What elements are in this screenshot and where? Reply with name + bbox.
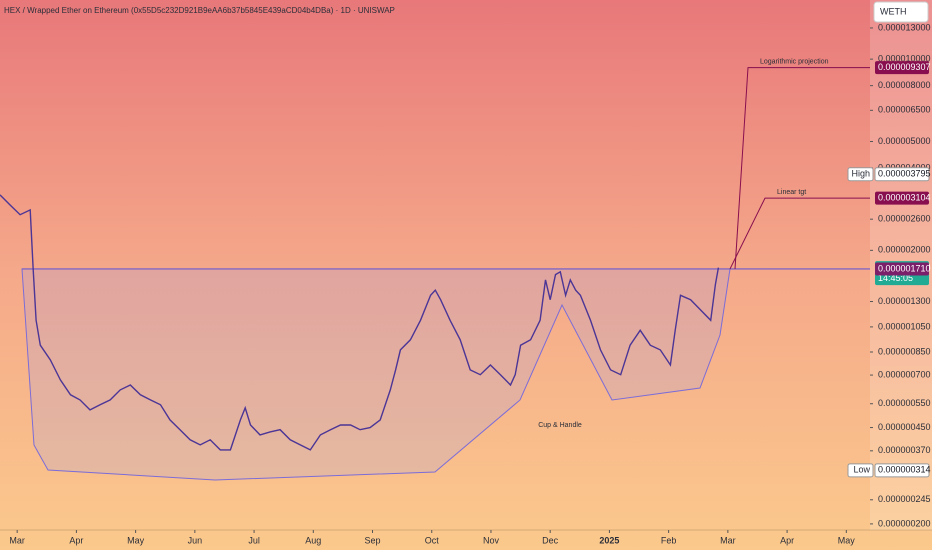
price-label-name: High xyxy=(851,169,870,179)
y-tick-label: 0.000000200 xyxy=(878,518,931,528)
x-tick-label: Apr xyxy=(780,535,794,545)
y-tick-label: 0.000013000 xyxy=(878,22,931,32)
y-tick-label: 0.000000370 xyxy=(878,445,931,455)
x-tick-label: Dec xyxy=(542,535,559,545)
x-tick-label: Sep xyxy=(365,535,381,545)
x-tick-label: Mar xyxy=(720,535,736,545)
price-label: 0.000009307 xyxy=(878,62,931,72)
y-tick-label: 0.000010000 xyxy=(878,54,931,64)
projection-line xyxy=(734,67,870,269)
annotation: Logarithmic projection xyxy=(760,59,829,66)
x-tick-label: Jun xyxy=(188,535,203,545)
price-label-box xyxy=(875,191,929,205)
y-tick-label: 0.000006500 xyxy=(878,105,931,115)
price-label: 0.000000314 xyxy=(878,465,931,475)
x-tick-label: Oct xyxy=(425,535,440,545)
y-tick-label: 0.000001300 xyxy=(878,296,931,306)
y-tick-label: 0.000008000 xyxy=(878,80,931,90)
price-label-name-box xyxy=(847,167,874,182)
price-line xyxy=(0,194,720,451)
price-label: 0.000003104 xyxy=(878,192,931,202)
y-tick-label: 0.000000700 xyxy=(878,369,931,379)
cup-handle-pattern xyxy=(21,268,731,481)
y-tick-label: 0.000000850 xyxy=(878,346,931,356)
y-tick-label: 0.000001050 xyxy=(878,321,931,331)
x-tick-label: Mar xyxy=(9,535,25,545)
price-label: 0.000003795 xyxy=(878,169,931,179)
x-tick-label: Nov xyxy=(483,535,500,545)
annotation: Linear tgt xyxy=(777,189,806,196)
y-tick-label: 0.000000450 xyxy=(878,422,931,432)
x-tick-label: Feb xyxy=(661,535,677,545)
x-tick-label: Aug xyxy=(305,535,321,545)
currency-button[interactable] xyxy=(873,1,929,23)
price-label-name-box xyxy=(847,463,874,478)
annotation: Cup & Handle xyxy=(538,422,582,429)
currency[interactable]: WETH xyxy=(880,6,907,16)
price-label-box xyxy=(874,167,930,182)
y-tick-label: 0.000002000 xyxy=(878,245,931,255)
x-tick-label: May xyxy=(127,535,145,545)
price-label-box xyxy=(874,463,930,478)
price-label-name: Low xyxy=(853,465,870,475)
y-tick-label: 0.000005000 xyxy=(878,136,931,146)
chart-title: HEX / Wrapped Ether on Ethereum (0x55D5c… xyxy=(4,6,395,15)
y-tick-label: 0.000000245 xyxy=(878,494,931,504)
price-label-box xyxy=(875,61,929,75)
x-tick-label: Jul xyxy=(248,535,260,545)
x-tick-label: May xyxy=(838,535,856,545)
countdown: 14:45:05 xyxy=(878,273,913,283)
projection-line xyxy=(729,197,870,270)
x-tick-label: 2025 xyxy=(599,535,619,545)
price-label-box xyxy=(875,262,929,276)
x-tick-label: Apr xyxy=(69,535,83,545)
y-tick-label: 0.000002600 xyxy=(878,214,931,224)
y-tick-label: 0.000000550 xyxy=(878,398,931,408)
price-label: 0.000001710 xyxy=(878,263,931,273)
